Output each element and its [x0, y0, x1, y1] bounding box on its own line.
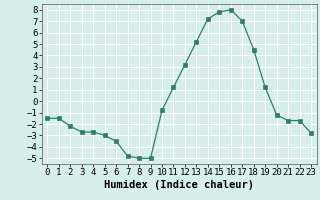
X-axis label: Humidex (Indice chaleur): Humidex (Indice chaleur)	[104, 180, 254, 190]
